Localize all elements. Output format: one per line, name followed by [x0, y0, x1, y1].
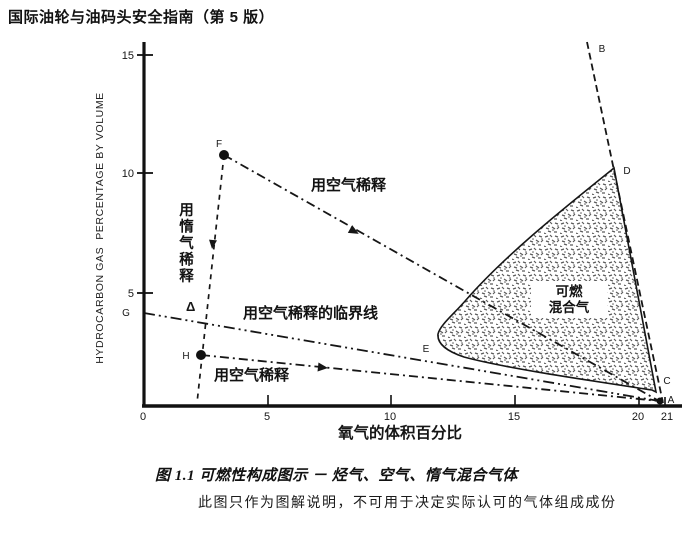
x-tick-label-10: 10 [384, 411, 396, 423]
point-label-C: C [663, 376, 670, 387]
point-H-marker [196, 350, 206, 360]
x-tick-label-21: 21 [661, 411, 673, 423]
flammable-label-line2: 混合气 [549, 299, 590, 315]
point-label-F: F [216, 139, 222, 150]
dilute-with-inert-gas-line [196, 154, 225, 404]
critical-dilution-line [143, 312, 660, 402]
point-label-A: A [668, 395, 675, 406]
label-dilute-with-inert-gas: 用惰气稀释 [177, 202, 193, 285]
x-tick-label-20: 20 [632, 411, 644, 423]
point-label-H: H [182, 351, 189, 362]
arrow-on-inert-gas-line [209, 239, 217, 249]
x-tick-label-15: 15 [508, 411, 520, 423]
arrow-on-lower-air-line [317, 362, 328, 372]
x-tick-label-0: 0 [140, 411, 146, 423]
air-hydrocarbon-mixture-line [586, 41, 664, 404]
flammability-chart: Δ 15 10 5 0 5 10 15 20 21 F B D G H E C [122, 41, 682, 442]
figure-caption: 图 1.1 可燃性构成图示 － 烃气、空气、惰气混合气体 [155, 468, 518, 484]
flammable-label-line1: 可燃 [556, 283, 584, 299]
y-tick-label-5: 5 [128, 288, 134, 300]
flammable-label-box [531, 281, 607, 318]
label-dilute-with-air-upper: 用空气稀释 [311, 176, 387, 194]
dilute-with-air-lower-line [200, 354, 660, 402]
figure-note: 此图只作为图解说明，不可用于决定实际认可的气体组成成份 [198, 496, 617, 511]
dilute-with-air-upper-line [223, 154, 660, 402]
point-label-D: D [623, 166, 630, 177]
x-tick-label-5: 5 [264, 411, 270, 423]
label-dilute-with-air-lower: 用空气稀释 [214, 366, 290, 384]
flammable-zone-region [437, 166, 658, 394]
point-label-B: B [599, 44, 606, 55]
delta-marker: Δ [186, 299, 195, 314]
page-header-title: 国际油轮与油码头安全指南（第 5 版） [8, 9, 275, 26]
y-axis-title: HYDROCARBON GAS PERCENTAGE BY VOLUME [94, 92, 106, 364]
y-tick-label-10: 10 [122, 168, 134, 180]
arrow-on-upper-air-line [347, 225, 359, 234]
point-label-G: G [122, 308, 130, 319]
point-F-marker [219, 150, 229, 160]
y-tick-label-15: 15 [122, 50, 134, 62]
point-label-E: E [423, 344, 430, 355]
x-axis-title: 氧气的体积百分比 [337, 423, 462, 442]
label-critical-dilution-line: 用空气稀释的临界线 [243, 304, 378, 322]
point-A-marker [656, 397, 664, 405]
